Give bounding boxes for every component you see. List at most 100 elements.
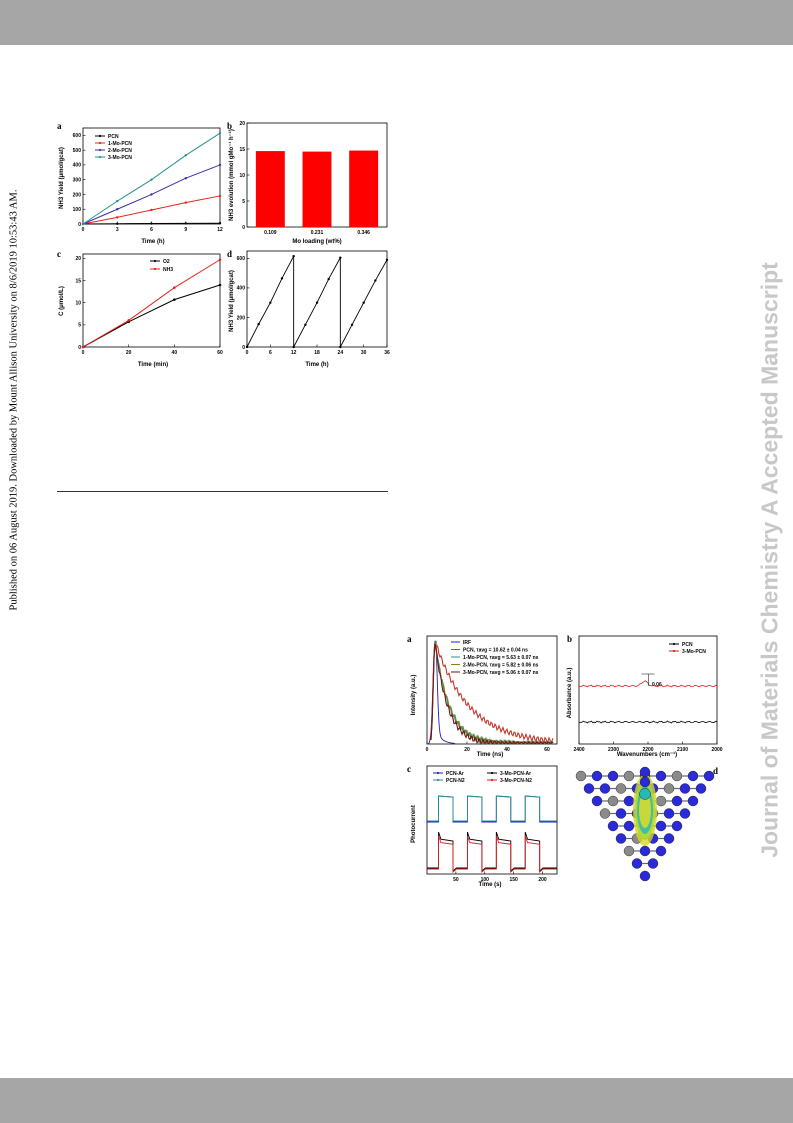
fig2d-carbon-atom — [615, 783, 627, 794]
fig2a-chart: a Intensity (a.u.) Time (ns) 0 20 40 60 IRFP… — [407, 634, 558, 758]
fig1d-xtick-label: 24 — [338, 350, 344, 356]
fig1d-data-point — [385, 258, 389, 262]
fig1a-legend-marker — [98, 134, 102, 138]
fig2d-charge-density-iso — [639, 792, 651, 828]
fig2b-xtick-label: 2400 — [573, 747, 584, 753]
fig2d-carbon-atom — [663, 783, 675, 794]
journal-watermark-text: Journal of Materials Chemistry A Accepte… — [756, 262, 783, 858]
fig2a-legend-label: 1-Mo-PCN, τavg = 5.63 ± 0.07 ns — [463, 655, 539, 661]
fig1b-bar — [302, 151, 332, 227]
fig2a-legend-label: 2-Mo-PCN, τavg = 5.82 ± 0.06 ns — [463, 662, 539, 668]
fig2d-nitrogen-atom — [687, 795, 699, 807]
fig2a-decay-curve — [430, 642, 554, 745]
fig2c-legend-marker — [436, 771, 440, 775]
fig1c-series-line — [82, 259, 221, 348]
fig2b-xlabel: Wavenumbers (cm⁻¹) — [617, 751, 677, 758]
fig1b-xlabel: Mo loading (wt%) — [292, 239, 341, 245]
fig1d-data-point — [292, 345, 295, 349]
fig2d-carbon-atom — [671, 770, 683, 782]
fig1a-ytick-label: 400 — [73, 163, 82, 169]
fig2b-legend-marker — [672, 649, 676, 653]
fig1b-chart: b NH3 evolution (mmol gMo⁻¹ h⁻¹) Mo load… — [227, 121, 388, 245]
fig2c-chart: c Photocurrent Time (s) 50 100 150 200 PCN-A… — [407, 764, 558, 888]
fig2a-decay-curve — [430, 643, 554, 745]
fig2d-nitrogen-atom — [695, 783, 707, 794]
fig2d-structure: d — [575, 766, 718, 882]
fig1d-ytick-label: 200 — [237, 315, 246, 321]
fig1a-legend-label: PCN — [108, 134, 119, 140]
fig2c-mo-pcn-n2-trace — [427, 835, 557, 873]
fig2d-mo-atom — [639, 788, 651, 800]
section-divider — [57, 491, 388, 492]
fig2c-pcn-ar-trace — [427, 795, 557, 823]
fig1a-data-point — [116, 222, 119, 225]
fig2d-nitrogen-atom — [631, 858, 643, 869]
fig1c-ytick-label: 5 — [78, 323, 81, 329]
fig1a-data-point — [116, 216, 119, 219]
fig2d-carbon-atom — [607, 795, 619, 807]
fig1a-legend-label: 2-Mo-PCN — [108, 148, 132, 154]
fig2b-mo-pcn-spectrum — [578, 680, 718, 688]
fig1d-data-point — [374, 279, 377, 282]
fig1a-ytick-label: 600 — [73, 133, 82, 139]
fig1b-ytick-label: 5 — [242, 199, 245, 205]
fig1d-data-point — [280, 277, 284, 280]
fig1d-data-point — [315, 301, 319, 304]
fig1b-xtick-label: 0.231 — [311, 230, 324, 236]
fig1a-legend-label: 3-Mo-PCN — [108, 155, 132, 161]
fig1d-xtick-label: 18 — [314, 350, 320, 356]
fig2b-pcn-spectrum — [578, 720, 718, 724]
fig2c-xtick-label: 50 — [453, 877, 459, 883]
footer-bar — [0, 1078, 793, 1123]
fig2d-nitrogen-atom — [663, 833, 675, 844]
fig2a-xtick-label: 20 — [464, 747, 470, 753]
fig2a-legend-label: 3-Mo-PCN, τavg = 5.06 ± 0.07 ns — [463, 670, 539, 676]
fig1c-xtick-label: 60 — [217, 350, 223, 356]
fig2d-carbon-atom — [599, 808, 611, 819]
fig1d-xtick-label: 0 — [246, 350, 249, 356]
fig1d-data-point — [245, 345, 249, 349]
fig1a-data-point — [150, 193, 153, 196]
fig2d-carbon-atom — [575, 770, 587, 782]
fig2b-xtick-label: 2000 — [711, 747, 722, 753]
fig2d-nitrogen-atom — [647, 858, 659, 869]
fig2d-nitrogen-atom — [623, 820, 635, 832]
fig1a-data-point — [184, 154, 187, 157]
fig1c-legend-marker — [153, 259, 157, 263]
fig2d-nitrogen-atom — [671, 795, 683, 807]
fig2c-legend-label: PCN-N2 — [446, 778, 465, 784]
fig1d-xtick-label: 30 — [361, 350, 367, 356]
fig1a-data-point — [218, 163, 222, 167]
fig2c-xtick-label: 100 — [481, 877, 490, 883]
fig1a-xlabel: Time (h) — [141, 239, 164, 245]
fig1a-legend-marker — [98, 141, 102, 145]
fig2b-ylabel: Absorbance (a.u.) — [567, 668, 573, 719]
fig2b-xtick-label: 2300 — [608, 747, 619, 753]
fig1c-panel-label: c — [57, 249, 61, 259]
fig2d-panel-label: d — [713, 766, 718, 776]
fig2d-nitrogen-atom — [599, 783, 611, 794]
fig1d-panel-label: d — [227, 249, 232, 259]
fig1a-data-point — [184, 222, 187, 225]
fig2d-nitrogen-atom — [639, 776, 651, 788]
fig1b-bar — [255, 151, 285, 227]
fig1a-data-point — [150, 222, 153, 225]
fig1c-ytick-label: 20 — [75, 256, 81, 262]
fig2b-legend-marker — [672, 642, 676, 646]
fig1a-legend-marker — [98, 148, 102, 152]
header-bar — [0, 0, 793, 45]
fig1d-xtick-label: 6 — [269, 350, 272, 356]
fig1c-ytick-label: 0 — [78, 345, 81, 351]
fig1b-bar — [349, 150, 379, 227]
fig1c-data-point — [81, 345, 85, 349]
fig2d-nitrogen-atom — [591, 770, 603, 782]
fig1a-legend-marker — [98, 155, 102, 159]
fig1d-data-point — [257, 322, 260, 326]
fig1c-series-line — [82, 284, 221, 348]
fig2c-legend-marker — [436, 778, 440, 782]
fig1c-data-point — [127, 319, 130, 322]
fig1a-chart: a NH3 Yield (μmol/gcat) Time (h) 0 3 6 9 12 0… — [57, 121, 223, 245]
fig1d-data-point — [339, 345, 342, 349]
fig2d-nitrogen-atom — [591, 795, 603, 807]
fig1d-data-point — [292, 254, 295, 258]
